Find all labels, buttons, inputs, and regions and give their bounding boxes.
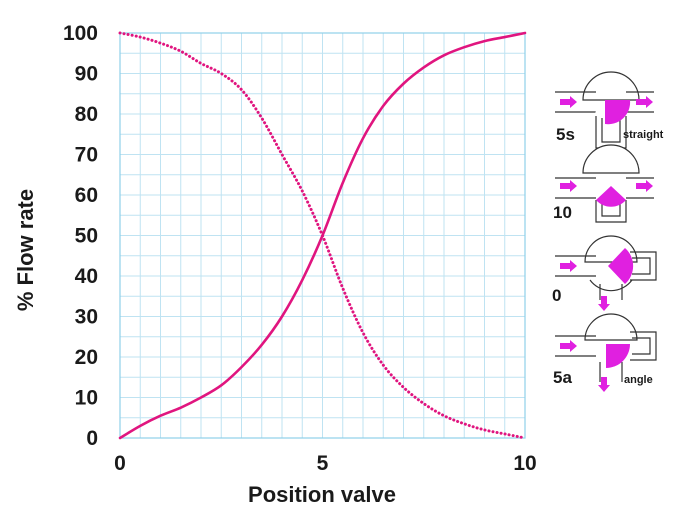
x-axis-label: Position valve [248, 482, 396, 507]
x-tick-label: 0 [114, 452, 126, 475]
x-tick-label: 5 [317, 452, 329, 475]
flow-arrow-in [560, 180, 577, 192]
series-line-dotted [118, 31, 527, 440]
y-tick-label: 90 [75, 63, 98, 86]
y-tick-label: 30 [75, 306, 98, 329]
valve-diagram-0: 0 [552, 235, 657, 311]
flow-arrow-down [598, 296, 610, 311]
y-tick-label: 80 [75, 103, 98, 126]
valve-diagram-5s: 5s straight [555, 71, 664, 149]
flow-arrow-out [636, 96, 653, 108]
valve-caption: straight [623, 129, 664, 141]
y-tick-label: 40 [75, 265, 98, 288]
y-tick-label: 20 [75, 346, 98, 369]
position-label: 10 [553, 203, 572, 222]
flow-arrow-in [560, 260, 577, 272]
grid [120, 33, 525, 438]
y-tick-label: 50 [75, 225, 98, 248]
y-axis-label: % Flow rate [13, 189, 38, 311]
y-tick-label: 0 [86, 427, 98, 450]
y-tick-label: 100 [63, 22, 98, 45]
flow-arrow-in [560, 340, 577, 352]
y-tick-labels: 0 10 20 30 40 50 60 70 80 90 100 [63, 22, 98, 450]
position-label: 5s [556, 125, 575, 144]
plot-frame [119, 32, 526, 439]
valve-plug-10 [596, 186, 626, 207]
flow-arrow-down [598, 377, 610, 392]
series-layer [118, 31, 527, 440]
y-tick-label: 10 [75, 387, 98, 410]
valve-plug-0 [608, 248, 634, 284]
valve-plug-5s [605, 100, 631, 125]
valve-plug-5a [606, 344, 630, 368]
y-tick-label: 60 [75, 184, 98, 207]
x-tick-label: 10 [513, 452, 536, 475]
flow-arrow-in [560, 96, 577, 108]
valve-diagram-5a: 5a angle [553, 313, 657, 392]
valve-caption: angle [624, 374, 653, 386]
y-tick-label: 70 [75, 144, 98, 167]
position-label: 5a [553, 368, 572, 387]
valve-diagram-10: 10 [553, 144, 654, 223]
flow-arrow-out [636, 180, 653, 192]
x-tick-labels: 0 5 10 [114, 452, 537, 475]
position-label: 0 [552, 286, 561, 305]
